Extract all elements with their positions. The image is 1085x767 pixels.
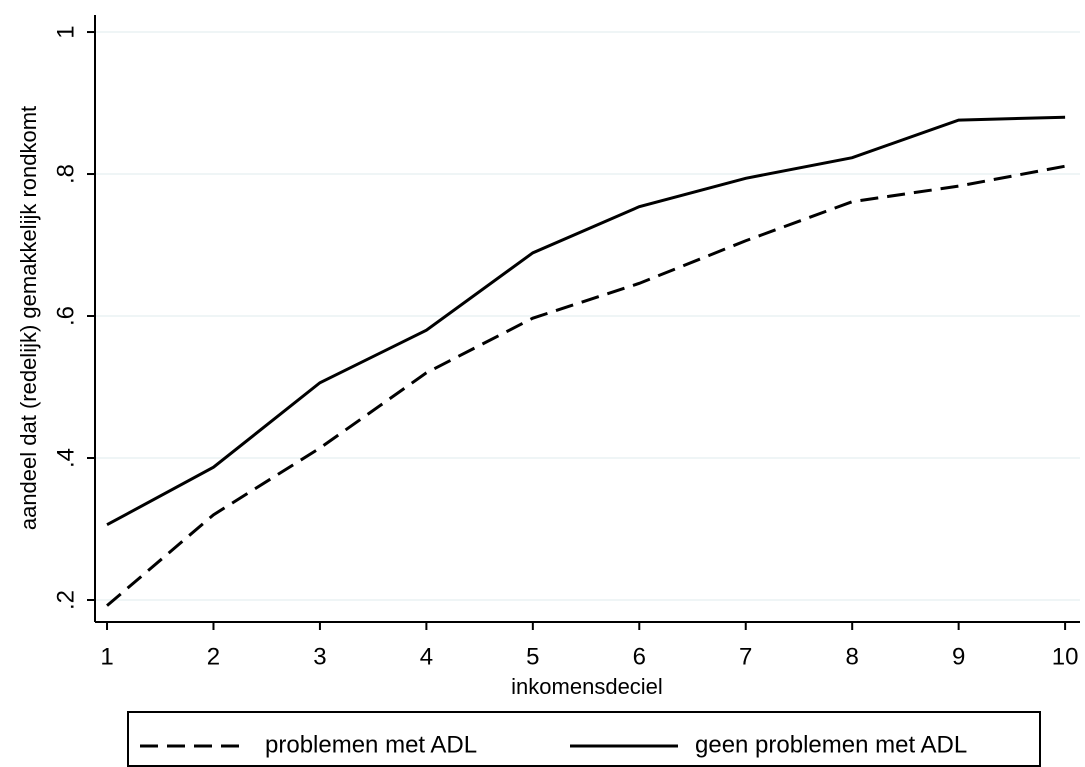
x-tick-label: 6 (633, 643, 646, 670)
y-tick-label: .6 (52, 306, 79, 326)
legend-label: problemen met ADL (265, 731, 477, 758)
x-tick-label: 8 (846, 643, 859, 670)
y-axis-title: aandeel dat (redelijk) gemakkelijk rondk… (16, 106, 41, 530)
y-tick-label: .8 (52, 164, 79, 184)
x-tick-label: 9 (952, 643, 965, 670)
line-series (106, 164, 1066, 607)
x-tick-label: 2 (207, 643, 220, 670)
x-tick-label: 5 (526, 643, 539, 670)
x-tick-label: 1 (100, 643, 113, 670)
x-tick-label: 3 (313, 643, 326, 670)
legend-label: geen problemen met ADL (695, 731, 967, 758)
y-tick-label: 1 (52, 25, 79, 38)
y-tick-label: .4 (52, 448, 79, 468)
x-tick-label: 7 (739, 643, 752, 670)
line-series (106, 115, 1066, 527)
x-tick-label: 4 (420, 643, 433, 670)
x-axis-title: inkomensdeciel (511, 674, 663, 699)
y-tick-label: .2 (52, 590, 79, 610)
x-tick-label: 10 (1052, 643, 1079, 670)
legend-box (127, 711, 1041, 767)
